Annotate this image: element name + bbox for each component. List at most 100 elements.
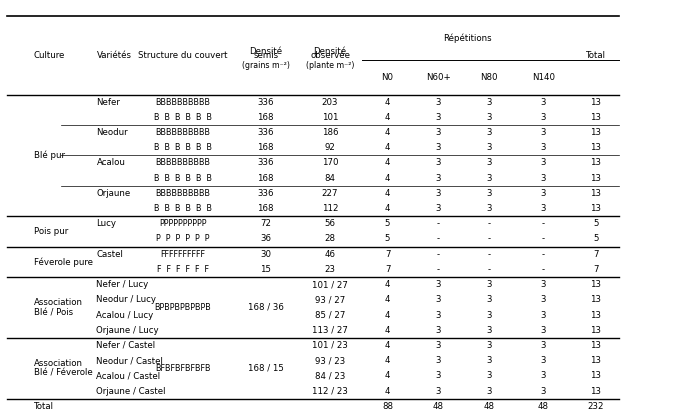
Text: 3: 3 xyxy=(486,143,492,152)
Text: (plante m⁻²): (plante m⁻²) xyxy=(306,61,354,70)
Text: BBBBBBBBBB: BBBBBBBBBB xyxy=(155,189,211,198)
Text: 3: 3 xyxy=(486,159,492,167)
Text: 3: 3 xyxy=(486,174,492,182)
Text: 3: 3 xyxy=(435,387,441,395)
Text: 168 / 15: 168 / 15 xyxy=(248,364,284,373)
Text: 15: 15 xyxy=(260,265,271,274)
Text: 5: 5 xyxy=(385,235,391,243)
Text: 13: 13 xyxy=(590,189,601,198)
Text: Structure du couvert: Structure du couvert xyxy=(138,51,227,60)
Text: 3: 3 xyxy=(486,128,492,137)
Text: 3: 3 xyxy=(435,113,441,122)
Text: 3: 3 xyxy=(435,174,441,182)
Text: 48: 48 xyxy=(538,402,549,411)
Text: 3: 3 xyxy=(486,189,492,198)
Text: 48: 48 xyxy=(483,402,495,411)
Text: 4: 4 xyxy=(385,326,391,335)
Text: 3: 3 xyxy=(540,204,546,213)
Text: Acalou / Lucy: Acalou / Lucy xyxy=(97,311,154,319)
Text: 7: 7 xyxy=(385,250,391,259)
Text: 3: 3 xyxy=(540,296,546,304)
Text: 84: 84 xyxy=(324,174,336,182)
Text: Neodur / Lucy: Neodur / Lucy xyxy=(97,296,156,304)
Text: 3: 3 xyxy=(540,280,546,289)
Text: 5: 5 xyxy=(385,219,391,228)
Text: BBBBBBBBBB: BBBBBBBBBB xyxy=(155,128,211,137)
Text: 3: 3 xyxy=(435,159,441,167)
Text: 46: 46 xyxy=(324,250,336,259)
Text: 3: 3 xyxy=(486,372,492,380)
Text: 3: 3 xyxy=(486,341,492,350)
Text: F  F  F  F  F  F: F F F F F F xyxy=(157,265,209,274)
Text: B  B  B  B  B  B: B B B B B B xyxy=(154,143,212,152)
Text: Association
Blé / Féverole: Association Blé / Féverole xyxy=(34,358,93,378)
Text: 13: 13 xyxy=(590,280,601,289)
Text: 3: 3 xyxy=(435,189,441,198)
Text: 72: 72 xyxy=(260,219,271,228)
Text: N0: N0 xyxy=(382,73,393,81)
Text: 3: 3 xyxy=(486,204,492,213)
Text: 3: 3 xyxy=(435,341,441,350)
Text: Densité: Densité xyxy=(313,47,347,56)
Text: -: - xyxy=(487,219,491,228)
Text: 4: 4 xyxy=(385,296,391,304)
Text: 113 / 27: 113 / 27 xyxy=(312,326,348,335)
Text: 3: 3 xyxy=(486,280,492,289)
Text: 93 / 23: 93 / 23 xyxy=(315,356,345,365)
Text: observée: observée xyxy=(310,51,350,60)
Text: 13: 13 xyxy=(590,372,601,380)
Text: 13: 13 xyxy=(590,204,601,213)
Text: 23: 23 xyxy=(324,265,336,274)
Text: 3: 3 xyxy=(435,296,441,304)
Text: 3: 3 xyxy=(540,341,546,350)
Text: 13: 13 xyxy=(590,98,601,106)
Text: 3: 3 xyxy=(435,204,441,213)
Text: 168: 168 xyxy=(257,143,274,152)
Text: 3: 3 xyxy=(435,128,441,137)
Text: 3: 3 xyxy=(486,326,492,335)
Text: 3: 3 xyxy=(435,356,441,365)
Text: N60+: N60+ xyxy=(426,73,451,81)
Text: 3: 3 xyxy=(486,98,492,106)
Text: Répétitions: Répétitions xyxy=(443,33,492,43)
Text: 3: 3 xyxy=(540,387,546,395)
Text: 4: 4 xyxy=(385,280,391,289)
Text: semis: semis xyxy=(253,51,278,60)
Text: 3: 3 xyxy=(435,326,441,335)
Text: Orjaune: Orjaune xyxy=(97,189,131,198)
Text: 3: 3 xyxy=(486,296,492,304)
Text: 93 / 27: 93 / 27 xyxy=(315,296,345,304)
Text: -: - xyxy=(437,250,440,259)
Text: Total: Total xyxy=(586,51,606,60)
Text: 4: 4 xyxy=(385,189,391,198)
Text: 4: 4 xyxy=(385,372,391,380)
Text: 13: 13 xyxy=(590,296,601,304)
Text: N140: N140 xyxy=(532,73,554,81)
Text: Neodur: Neodur xyxy=(97,128,128,137)
Text: 4: 4 xyxy=(385,174,391,182)
Text: 88: 88 xyxy=(382,402,393,411)
Text: 92: 92 xyxy=(324,143,336,152)
Text: Total: Total xyxy=(34,402,54,411)
Text: 3: 3 xyxy=(540,311,546,319)
Text: -: - xyxy=(487,250,491,259)
Text: 3: 3 xyxy=(540,143,546,152)
Text: 112 / 23: 112 / 23 xyxy=(312,387,348,395)
Text: 4: 4 xyxy=(385,341,391,350)
Text: BFBFBFBFBFB: BFBFBFBFBFB xyxy=(155,364,211,373)
Text: 3: 3 xyxy=(540,128,546,137)
Text: 13: 13 xyxy=(590,174,601,182)
Text: Féverole pure: Féverole pure xyxy=(34,257,93,267)
Text: 3: 3 xyxy=(540,372,546,380)
Text: 13: 13 xyxy=(590,387,601,395)
Text: 48: 48 xyxy=(433,402,444,411)
Text: 13: 13 xyxy=(590,341,601,350)
Text: N80: N80 xyxy=(481,73,498,81)
Text: Castel: Castel xyxy=(97,250,123,259)
Text: 4: 4 xyxy=(385,143,391,152)
Text: B  B  B  B  B  B: B B B B B B xyxy=(154,204,212,213)
Text: 28: 28 xyxy=(324,235,336,243)
Text: Culture: Culture xyxy=(34,51,65,60)
Text: Variétés: Variétés xyxy=(97,51,131,60)
Text: BBBBBBBBBB: BBBBBBBBBB xyxy=(155,98,211,106)
